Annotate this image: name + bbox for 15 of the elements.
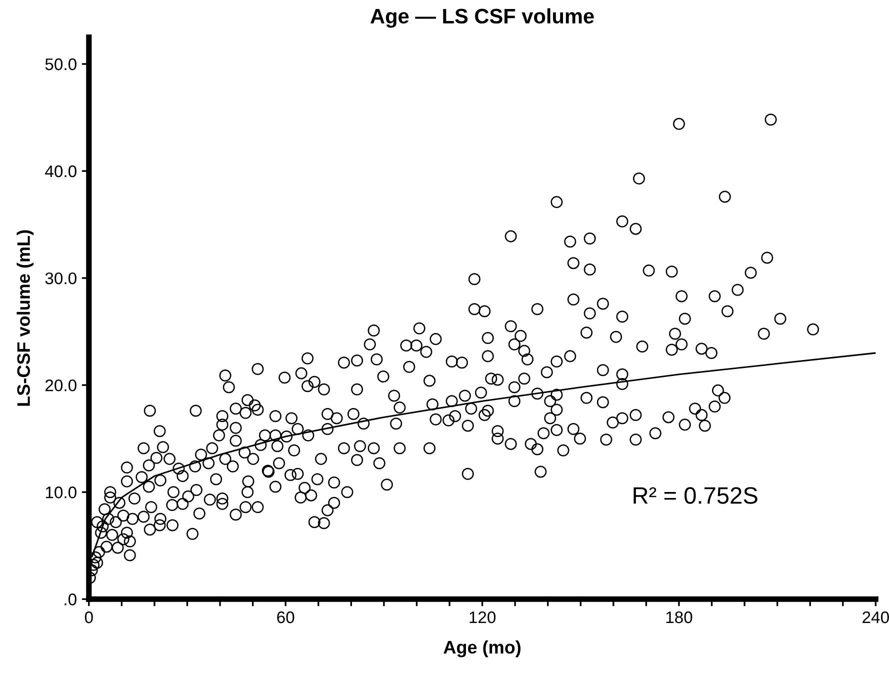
annotation: R² = 0.752S [634,487,758,504]
y-tick-label: .0 [64,594,76,606]
y-tick-label: 30.0 [45,272,76,284]
x-axis-title: Age (mo) [444,640,521,658]
y-tick-label: 20.0 [46,379,76,392]
x-tick-label: 240 [862,611,889,624]
y-tick-label: 40.0 [45,165,76,178]
chart-title: Age — LS CSF volume [370,8,594,28]
x-tick-label: 120 [470,611,496,624]
y-tick-label: 50.0 [45,58,76,70]
x-tick-label: 180 [666,611,692,624]
x-tick-label: 60 [277,611,294,624]
y-tick-label: 10.0 [46,486,76,498]
x-tick-label: 0 [84,611,93,624]
y-axis-title: LS-CSF volume (mL) [16,230,34,406]
